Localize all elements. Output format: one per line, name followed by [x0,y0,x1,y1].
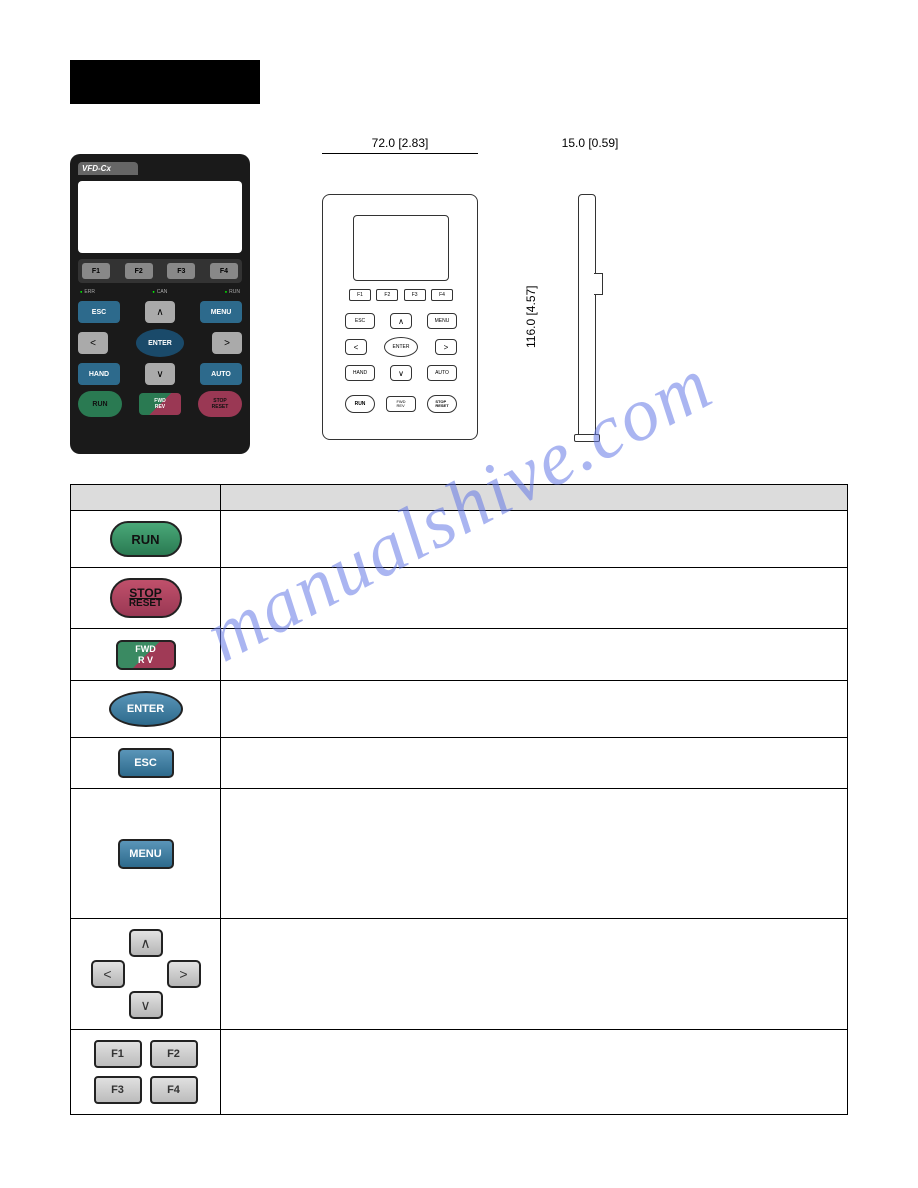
hand-key[interactable]: HAND [78,363,120,385]
f3-icon: F3 [94,1076,142,1104]
fkeys-desc [221,1030,848,1115]
f4-icon: F4 [150,1076,198,1104]
down-arrow-icon: ∨ [129,991,163,1019]
dim-front-view: 72.0 [2.83] 116.0 [4.57] F1 F2 F3 F4 ESC… [310,164,510,454]
dimension-drawings: 72.0 [2.83] 116.0 [4.57] F1 F2 F3 F4 ESC… [310,154,620,454]
fwdrev-desc [221,629,848,681]
right-arrow-icon: > [167,960,201,988]
f1-icon: F1 [94,1040,142,1068]
fwd-rev-key-icon: FWD R V [116,640,176,670]
keypad-lcd [78,181,242,253]
f2-icon: F2 [150,1040,198,1068]
table-row: RUN [71,511,848,568]
up-arrow-key[interactable]: ∧ [145,301,175,323]
f3-key[interactable]: F3 [167,263,195,279]
dpad-desc [221,919,848,1030]
table-header-desc [221,485,848,511]
f4-key[interactable]: F4 [210,263,238,279]
menu-desc [221,789,848,919]
height-dimension: 116.0 [4.57] [524,194,538,440]
up-arrow-icon: ∧ [129,929,163,957]
dpad-icon: ∧ < > ∨ [91,929,201,1019]
run-led: RUN [225,289,240,295]
menu-key[interactable]: MENU [200,301,242,323]
auto-key[interactable]: AUTO [200,363,242,385]
stop-reset-key[interactable]: STOP RESET [198,391,242,417]
table-row: ENTER [71,681,848,738]
run-key[interactable]: RUN [78,391,122,417]
side-base [574,434,600,442]
keypad-f-row: F1 F2 F3 F4 [78,259,242,283]
fwd-rev-key[interactable]: FWD REV [139,393,181,415]
key-descriptions-table: RUN STOP RESET FWD R V [70,484,848,1115]
enter-desc [221,681,848,738]
outline-screen [353,215,449,281]
table-row: ∧ < > ∨ [71,919,848,1030]
down-arrow-key[interactable]: ∨ [145,363,175,385]
section-header-bar [70,60,260,104]
run-key-icon: RUN [110,521,182,557]
menu-key-icon: MENU [118,839,174,869]
stop-reset-key-icon: STOP RESET [110,578,182,618]
table-row: STOP RESET [71,568,848,629]
dim-side-view: 15.0 [0.59] [560,164,620,454]
enter-key-icon: ENTER [109,691,183,727]
esc-key[interactable]: ESC [78,301,120,323]
indicator-row: ERR CAN RUN [78,289,242,295]
width-dimension: 72.0 [2.83] [322,136,478,150]
side-body [578,194,596,440]
f1-key[interactable]: F1 [82,263,110,279]
can-led: CAN [152,289,167,295]
figure-row: VFD-Cx F1 F2 F3 F4 ERR CAN RUN ESC ∧ MEN… [70,154,848,454]
f-keys-icon: F1 F2 F3 F4 [94,1040,198,1104]
table-row: FWD R V [71,629,848,681]
err-led: ERR [80,289,95,295]
keypad-front-view: VFD-Cx F1 F2 F3 F4 ERR CAN RUN ESC ∧ MEN… [70,154,250,454]
stop-desc [221,568,848,629]
enter-key[interactable]: ENTER [136,329,184,357]
table-row: MENU [71,789,848,919]
right-arrow-key[interactable]: > [212,332,242,354]
table-row: ESC [71,738,848,789]
outline-body: F1 F2 F3 F4 ESC ∧ MENU < ENTER > HAND [322,194,478,440]
table-header-key [71,485,221,511]
esc-key-icon: ESC [118,748,174,778]
left-arrow-icon: < [91,960,125,988]
table-row: F1 F2 F3 F4 [71,1030,848,1115]
f2-key[interactable]: F2 [125,263,153,279]
esc-desc [221,738,848,789]
run-desc [221,511,848,568]
depth-dimension: 15.0 [0.59] [550,136,630,150]
left-arrow-key[interactable]: < [78,332,108,354]
keypad-brand: VFD-Cx [78,162,138,175]
